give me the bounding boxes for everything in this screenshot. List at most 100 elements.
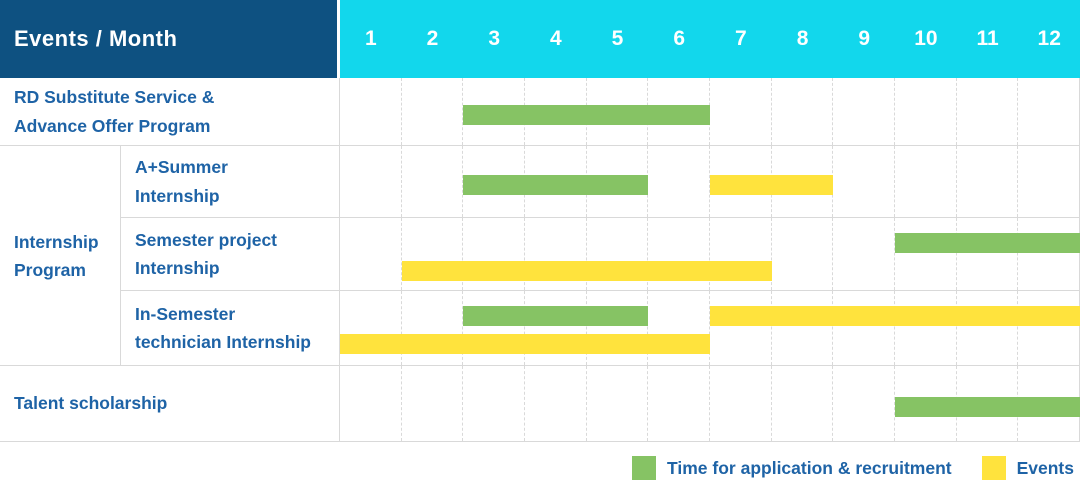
recruitment-bar	[895, 397, 1080, 417]
month-grid-cell	[587, 291, 649, 365]
month-grid-cell	[463, 366, 526, 441]
month-header-row: 1 2 3 4 5 6 7 8 9 10 11 12	[340, 0, 1080, 78]
month-grid-cell	[340, 291, 402, 365]
row-label-line: Internship	[135, 185, 220, 206]
row-label-line: Semester project	[135, 229, 278, 250]
month-header-cell: 10	[914, 27, 938, 50]
recruitment-bar	[463, 175, 649, 195]
month-grid-cell	[710, 291, 772, 365]
events-bar	[710, 175, 834, 195]
row-label-cell: RD Substitute Service & Advance Offer Pro…	[0, 78, 340, 145]
row-label: In-Semester technician Internship	[135, 300, 311, 357]
legend-swatch-recruitment-icon	[632, 456, 657, 480]
month-grid-cell	[895, 146, 957, 217]
month-grid-cell	[587, 366, 649, 441]
month-grid-cell	[772, 218, 834, 290]
legend-label-recruitment: Time for application & recruitment	[667, 457, 952, 478]
month-header-cell: 9	[858, 27, 871, 50]
row-label: A+Summer Internship	[135, 153, 228, 210]
table-row: RD Substitute Service & Advance Offer Pro…	[0, 78, 1080, 146]
month-grid-cell	[895, 291, 957, 365]
month-grid-cell	[525, 291, 587, 365]
row-chart	[340, 146, 1080, 218]
row-chart	[340, 78, 1080, 145]
month-grid-cell	[833, 291, 896, 365]
group-label-internship-program: Internship Program	[14, 231, 99, 280]
row-label-line: Internship	[135, 258, 220, 278]
legend-item-recruitment: Time for application & recruitment	[632, 456, 952, 480]
month-header-cell: 12	[1037, 27, 1061, 50]
month-grid-cell	[402, 366, 464, 441]
events-bar	[340, 334, 710, 354]
events-bar	[401, 261, 772, 281]
month-grid-cell	[463, 291, 526, 365]
legend-label-events: Events	[1016, 457, 1074, 478]
row-label-cell: Talent scholarship	[0, 366, 340, 441]
month-grid-cell	[833, 146, 896, 217]
month-grid-cell	[895, 78, 957, 145]
table-body: Internship Program RD Substitute Service…	[0, 78, 1080, 442]
table-row: A+Summer Internship	[0, 146, 1080, 218]
row-chart	[340, 218, 1080, 291]
month-grid-cell	[402, 78, 464, 145]
row-label-line: Advance Offer Program	[14, 115, 211, 136]
month-grid-cell	[648, 146, 711, 217]
recruitment-bar	[463, 105, 710, 125]
month-header-cell: 8	[796, 27, 809, 50]
month-grid-cell	[833, 366, 896, 441]
header-events-month-label: Events / Month	[0, 0, 337, 78]
month-grid-cell	[710, 366, 772, 441]
month-grid-cell	[402, 291, 464, 365]
month-grid-cell	[1018, 291, 1080, 365]
table-header: Events / Month 1 2 3 4 5 6 7 8 9 10 11 12	[0, 0, 1080, 78]
month-grid-cell	[648, 291, 711, 365]
table-row: Semester project Internship	[0, 218, 1080, 291]
month-grid-cell	[402, 146, 464, 217]
row-label: RD Substitute Service & Advance Offer Pro…	[14, 83, 214, 140]
sub-label-cell: A+Summer Internship	[120, 146, 339, 218]
month-grid-cell	[1018, 146, 1080, 217]
month-header-cell: 7	[735, 27, 747, 50]
month-grid-cell	[710, 218, 772, 290]
month-header-cell: 6	[673, 27, 686, 50]
row-chart	[340, 291, 1080, 365]
sub-label-cell: In-Semester technician Internship	[120, 291, 339, 365]
month-header-cell: 4	[550, 27, 562, 50]
legend-swatch-events-icon	[981, 456, 1006, 480]
row-label: Semester project Internship	[135, 226, 277, 283]
month-grid-cell	[1018, 78, 1080, 145]
month-header-cell: 2	[426, 27, 439, 50]
events-bar	[710, 306, 1080, 326]
month-grid-cell	[1018, 218, 1080, 290]
month-grid-cell	[710, 78, 772, 145]
row-chart	[340, 366, 1080, 441]
month-grid-cell	[833, 218, 896, 290]
month-header-cell: 1	[364, 27, 377, 50]
month-grid-cell	[772, 78, 834, 145]
row-label-line: RD Substitute Service &	[14, 87, 215, 108]
month-grid-cell	[648, 366, 711, 441]
sub-label-cell: Semester project Internship	[120, 218, 339, 291]
month-grid-cell	[957, 291, 1019, 365]
row-label: Talent scholarship	[14, 389, 167, 417]
month-grid-cell	[340, 146, 402, 217]
legend: Time for application & recruitment Event…	[0, 442, 1080, 494]
month-grid-cell	[525, 218, 587, 290]
row-label-line: technician Internship	[135, 332, 311, 352]
month-header-cell: 11	[976, 27, 999, 50]
month-grid-cell	[772, 366, 834, 441]
row-label-cell: A+Summer Internship	[0, 146, 340, 218]
row-label-cell: Semester project Internship	[0, 218, 340, 291]
month-grid-cell	[833, 78, 896, 145]
month-header-cell: 3	[488, 27, 501, 50]
month-grid-cell	[340, 78, 402, 145]
month-grid-cell	[957, 78, 1019, 145]
month-grid-cell	[587, 218, 649, 290]
month-grid-cell	[463, 218, 526, 290]
row-label-line: A+Summer	[135, 157, 228, 178]
recruitment-bar	[463, 306, 649, 326]
month-grid-cell	[340, 218, 402, 290]
legend-item-events: Events	[981, 456, 1074, 480]
month-grid-cell	[772, 291, 834, 365]
